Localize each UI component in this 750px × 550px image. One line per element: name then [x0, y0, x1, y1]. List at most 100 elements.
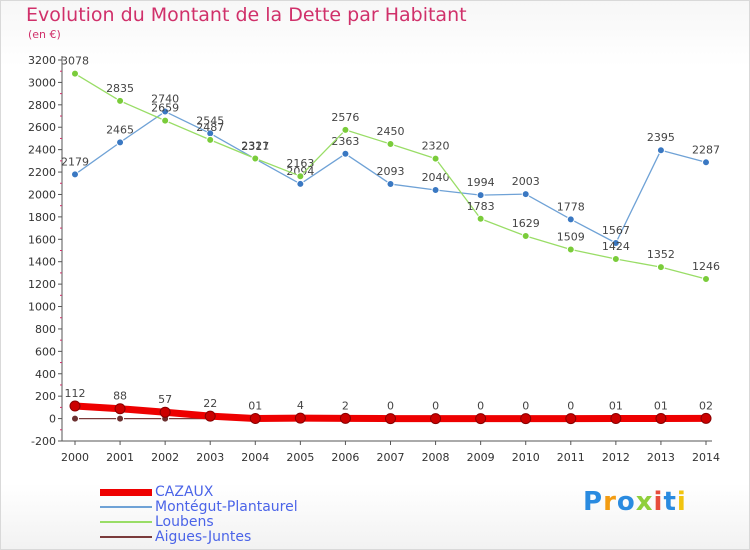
- data-label: 2740: [151, 93, 179, 106]
- data-label: 2320: [422, 140, 450, 153]
- legend-swatch: [100, 488, 152, 496]
- data-point: [521, 232, 530, 241]
- data-label: 4: [297, 399, 304, 412]
- y-tick-label: -200: [31, 435, 56, 448]
- data-point: [385, 413, 396, 425]
- data-point: [341, 125, 350, 134]
- data-point: [341, 149, 350, 158]
- x-tick-label: 2001: [106, 451, 134, 464]
- x-tick-label: 2013: [647, 451, 675, 464]
- legend-item: CAZAUX: [100, 484, 213, 500]
- logo-letter: r: [603, 487, 617, 517]
- data-point: [206, 135, 215, 144]
- data-point: [655, 412, 667, 424]
- data-label: 2659: [151, 102, 179, 115]
- logo-letter: i: [653, 487, 664, 517]
- logo-letter: t: [663, 487, 677, 517]
- data-point: [339, 412, 351, 424]
- x-tick-label: 2009: [467, 451, 495, 464]
- proxiti-logo: Proxiti: [583, 487, 687, 517]
- chart-unit: (en €): [28, 28, 61, 41]
- y-tick-label: 2000: [28, 188, 56, 201]
- y-tick-label: 3200: [28, 54, 56, 67]
- data-label: 2450: [377, 125, 405, 138]
- data-point: [610, 412, 622, 424]
- data-label: 0: [387, 400, 394, 413]
- legend-swatch: [100, 536, 152, 538]
- legend-label: Aigues-Juntes: [155, 529, 252, 545]
- data-label: 3078: [61, 55, 89, 68]
- data-point: [700, 412, 712, 424]
- data-point: [386, 180, 395, 189]
- data-label: 1352: [647, 248, 675, 261]
- data-point: [159, 406, 171, 418]
- legend-item: Montégut-Plantaurel: [100, 499, 298, 515]
- data-label: 0: [522, 400, 529, 413]
- legend-label: CAZAUX: [155, 484, 214, 500]
- x-tick-label: 2007: [377, 451, 405, 464]
- data-point: [702, 274, 710, 283]
- data-point: [296, 172, 305, 181]
- x-tick-label: 2008: [422, 451, 450, 464]
- logo-letter: x: [635, 487, 654, 517]
- legend-swatch: [100, 506, 152, 508]
- x-tick-label: 2002: [151, 451, 179, 464]
- data-label: 2487: [196, 121, 224, 134]
- data-point: [249, 412, 261, 424]
- data-label: 2: [342, 399, 349, 412]
- data-point: [204, 410, 216, 422]
- y-tick-label: 2600: [28, 121, 56, 134]
- x-tick-label: 2004: [241, 451, 269, 464]
- data-point: [430, 413, 442, 425]
- data-point: [656, 146, 665, 155]
- x-tick-label: 2011: [557, 451, 585, 464]
- logo-letter: i: [676, 487, 687, 517]
- data-label: 1567: [602, 224, 630, 237]
- logo-letter: o: [616, 487, 636, 517]
- y-tick-label: 600: [35, 345, 56, 358]
- y-tick-label: 1200: [28, 278, 56, 291]
- data-label: 2003: [512, 175, 540, 188]
- data-label: 88: [113, 390, 127, 403]
- data-point: [116, 414, 125, 423]
- data-label: 1783: [467, 200, 495, 213]
- data-label: 1994: [467, 176, 495, 189]
- x-tick-label: 2000: [61, 451, 89, 464]
- data-label: 2317: [241, 140, 269, 153]
- data-point: [476, 214, 485, 223]
- data-point: [69, 400, 81, 412]
- data-label: 1424: [602, 240, 630, 253]
- x-tick-label: 2012: [602, 451, 630, 464]
- data-label: 01: [609, 399, 623, 412]
- data-label: 2287: [692, 143, 720, 156]
- x-tick-label: 2003: [196, 451, 224, 464]
- data-point: [521, 190, 530, 199]
- legend-item: Loubens: [100, 514, 214, 530]
- y-tick-label: 200: [35, 390, 56, 403]
- data-point: [431, 185, 440, 194]
- data-point: [161, 107, 170, 116]
- data-label: 2093: [377, 165, 405, 178]
- data-point: [71, 170, 79, 179]
- data-label: 02: [699, 399, 713, 412]
- y-tick-label: 1000: [28, 301, 56, 314]
- data-label: 2321: [241, 139, 269, 152]
- x-tick-label: 2014: [692, 451, 720, 464]
- y-tick-label: 1600: [28, 233, 56, 246]
- data-point: [565, 413, 577, 425]
- data-label: 01: [654, 399, 668, 412]
- logo-letter: P: [583, 487, 604, 517]
- y-tick-label: 3000: [28, 76, 56, 89]
- data-point: [386, 140, 395, 149]
- data-point: [566, 215, 575, 224]
- data-label: 2545: [196, 114, 224, 127]
- legend-item: Aigues-Juntes: [100, 529, 251, 545]
- data-label: 1246: [692, 260, 720, 273]
- x-tick-label: 2005: [286, 451, 314, 464]
- x-tick-label: 2010: [512, 451, 540, 464]
- data-label: 2835: [106, 82, 134, 95]
- data-point: [475, 413, 487, 425]
- y-tick-label: 0: [49, 413, 56, 426]
